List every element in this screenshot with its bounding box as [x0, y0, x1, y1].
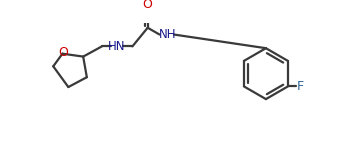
Text: F: F: [297, 80, 304, 93]
Text: NH: NH: [158, 28, 176, 41]
Text: HN: HN: [108, 40, 126, 53]
Text: O: O: [143, 0, 153, 11]
Text: O: O: [58, 46, 68, 59]
